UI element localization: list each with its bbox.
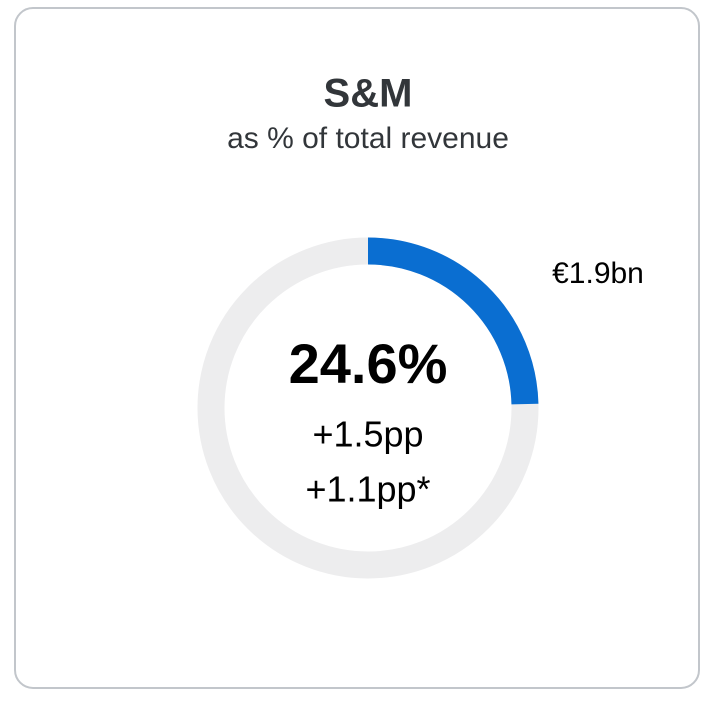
donut-segment [367,237,539,405]
change-label-adjusted: +1.1pp* [305,469,430,510]
value-label: 24.6% [289,332,448,395]
chart-subtitle: as % of total revenue [227,122,509,155]
chart-title: S&M [324,72,413,116]
card [14,7,700,689]
change-label: +1.5pp [312,414,423,455]
amount-label: €1.9bn [552,257,644,290]
